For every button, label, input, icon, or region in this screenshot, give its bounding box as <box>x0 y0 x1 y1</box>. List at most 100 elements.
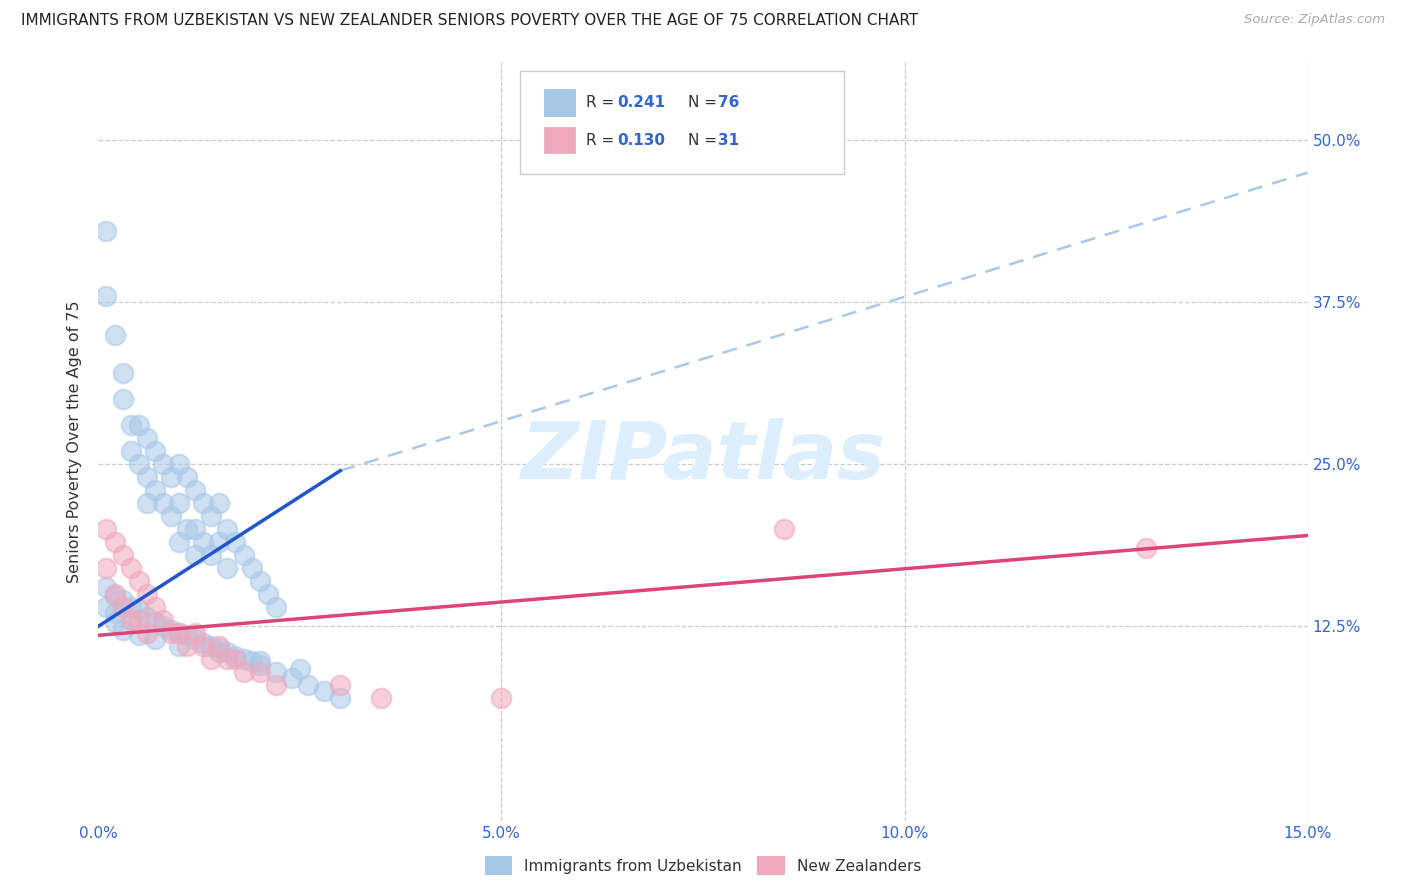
Point <box>128 613 150 627</box>
Point <box>103 607 125 621</box>
Point <box>167 639 190 653</box>
Point <box>143 632 166 647</box>
Point <box>288 662 311 676</box>
Point <box>120 444 142 458</box>
Text: N =: N = <box>688 95 721 110</box>
Point <box>143 444 166 458</box>
Point <box>329 677 352 691</box>
Point <box>135 587 157 601</box>
Point <box>160 470 183 484</box>
Point <box>193 535 215 549</box>
Point <box>103 535 125 549</box>
Point <box>96 561 118 575</box>
Point <box>160 509 183 524</box>
Point <box>135 431 157 445</box>
Point <box>176 628 198 642</box>
Point <box>128 418 150 433</box>
Point <box>111 593 134 607</box>
Point <box>200 548 222 562</box>
Point <box>249 658 271 673</box>
Point <box>160 625 183 640</box>
Point <box>1135 541 1157 556</box>
Point <box>111 623 134 637</box>
Point <box>128 628 150 642</box>
Point <box>249 665 271 679</box>
Point <box>297 677 319 691</box>
Text: ZIPatlas: ZIPatlas <box>520 417 886 496</box>
Text: R =: R = <box>586 95 620 110</box>
Point <box>111 548 134 562</box>
Point <box>200 651 222 665</box>
Point <box>120 613 142 627</box>
Point <box>120 599 142 614</box>
Point <box>224 535 246 549</box>
Point <box>224 651 246 665</box>
Text: R =: R = <box>586 133 620 147</box>
Point <box>167 457 190 471</box>
Point <box>176 470 198 484</box>
Point <box>96 224 118 238</box>
Point <box>208 641 231 656</box>
Point <box>128 602 150 616</box>
Point <box>184 548 207 562</box>
Point <box>167 535 190 549</box>
Point <box>370 690 392 705</box>
Text: IMMIGRANTS FROM UZBEKISTAN VS NEW ZEALANDER SENIORS POVERTY OVER THE AGE OF 75 C: IMMIGRANTS FROM UZBEKISTAN VS NEW ZEALAN… <box>21 13 918 29</box>
Point <box>208 645 231 659</box>
Point <box>111 367 134 381</box>
Point <box>152 619 174 633</box>
Point <box>96 522 118 536</box>
Point <box>103 587 125 601</box>
Text: 76: 76 <box>718 95 740 110</box>
Point <box>184 522 207 536</box>
Point <box>200 639 222 653</box>
Point <box>176 522 198 536</box>
Point <box>184 625 207 640</box>
Point <box>152 613 174 627</box>
Point <box>135 496 157 510</box>
Point <box>217 522 239 536</box>
Point <box>193 636 215 650</box>
Text: N =: N = <box>688 133 721 147</box>
Point <box>135 610 157 624</box>
Point <box>152 457 174 471</box>
Point <box>96 580 118 594</box>
Point <box>176 639 198 653</box>
Point <box>135 625 157 640</box>
Text: Source: ZipAtlas.com: Source: ZipAtlas.com <box>1244 13 1385 27</box>
Point <box>143 483 166 497</box>
Point <box>128 457 150 471</box>
Point <box>224 648 246 663</box>
Point <box>491 690 513 705</box>
Point <box>167 625 190 640</box>
Point <box>772 522 794 536</box>
Point <box>208 535 231 549</box>
Point <box>103 590 125 604</box>
Point <box>217 651 239 665</box>
Point <box>208 639 231 653</box>
Point <box>103 615 125 630</box>
Point <box>111 599 134 614</box>
Point <box>143 615 166 630</box>
Point <box>184 632 207 647</box>
Point <box>329 690 352 705</box>
Point <box>96 599 118 614</box>
Point <box>143 599 166 614</box>
Point <box>120 613 142 627</box>
Point <box>193 639 215 653</box>
Point <box>264 677 287 691</box>
Point <box>184 483 207 497</box>
Point <box>217 561 239 575</box>
Text: 0.130: 0.130 <box>617 133 665 147</box>
Point <box>264 665 287 679</box>
Point <box>232 548 254 562</box>
Point <box>135 470 157 484</box>
Point <box>249 654 271 668</box>
Point <box>120 418 142 433</box>
Point <box>240 654 263 668</box>
Point <box>111 392 134 407</box>
Point <box>103 327 125 342</box>
Point <box>152 496 174 510</box>
Point <box>314 684 336 698</box>
Point <box>208 496 231 510</box>
